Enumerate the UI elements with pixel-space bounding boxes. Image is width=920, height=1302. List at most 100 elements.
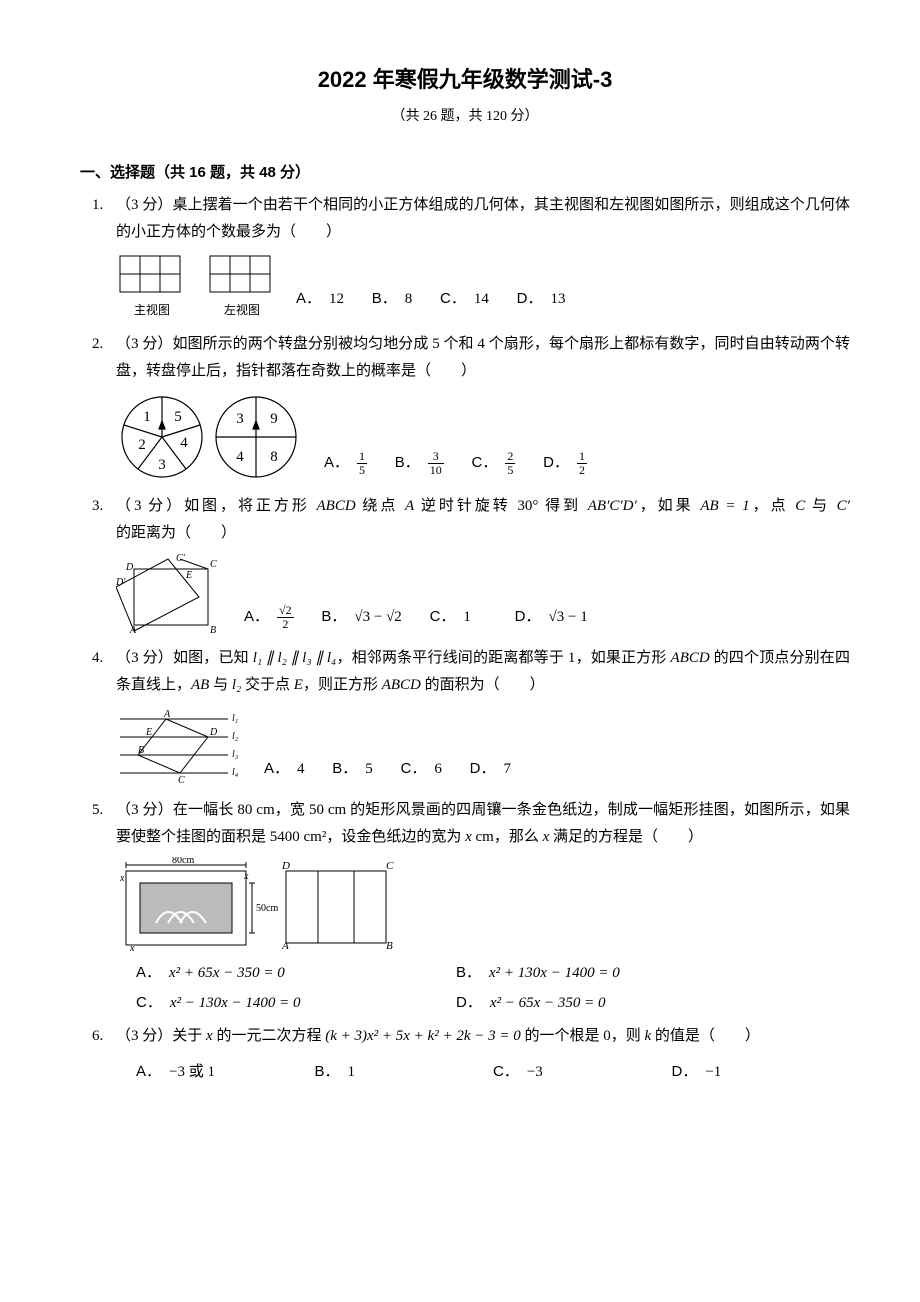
opt-d: 7 <box>503 761 511 777</box>
svg-text:C: C <box>210 559 217 570</box>
opt-c-label: C． <box>430 608 456 625</box>
page-title: 2022 年寒假九年级数学测试-3 <box>80 60 850 100</box>
opt-b-label: B． <box>395 454 420 471</box>
t2: 绕点 <box>356 498 405 514</box>
points: （3 分） <box>116 1028 172 1044</box>
svg-text:B: B <box>386 940 393 952</box>
m2: A <box>405 498 414 514</box>
opt-a-label: A． <box>296 290 321 307</box>
opt-a-num: 1 <box>357 450 367 464</box>
svg-text:E: E <box>145 727 152 738</box>
t4: 的值是（ ） <box>651 1028 760 1044</box>
opt-d-label: D． <box>517 290 543 307</box>
svg-text:l₁: l₁ <box>232 713 238 724</box>
svg-text:2: 2 <box>138 437 146 453</box>
m4: AB = 1 <box>700 498 749 514</box>
svg-text:3: 3 <box>236 411 244 427</box>
t1: 关于 <box>172 1028 206 1044</box>
opt-d-num: 1 <box>577 450 587 464</box>
svg-text:C′: C′ <box>176 553 186 564</box>
opt-a: 4 <box>297 761 305 777</box>
question-4: 4. （3 分）如图，已知 l₁ ∥ l₂ ∥ l₃ ∥ l₄，相邻两条平行线间… <box>80 645 850 793</box>
t6: 与 <box>805 498 836 514</box>
options: A．12 B．8 C．14 D．13 <box>296 285 589 321</box>
opt-c-label: C． <box>401 760 427 777</box>
opt-c-num: 2 <box>505 450 515 464</box>
t6: ，则正方形 <box>303 677 382 693</box>
points: （3 分） <box>116 650 173 666</box>
svg-text:8: 8 <box>270 449 278 465</box>
opt-b-label: B． <box>372 290 397 307</box>
svg-text:3: 3 <box>158 457 166 473</box>
question-text: （3 分）如图，已知 l₁ ∥ l₂ ∥ l₃ ∥ l₄，相邻两条平行线间的距离… <box>116 645 850 699</box>
opt-c-label: C． <box>493 1063 519 1080</box>
svg-text:x: x <box>129 943 135 953</box>
t4: ，如果 <box>637 498 701 514</box>
figure-main-view: 主视图 <box>116 252 188 322</box>
question-number: 5. <box>92 797 116 1019</box>
caption-left-view: 左视图 <box>206 300 278 322</box>
opt-b-label: B． <box>332 760 357 777</box>
m1: l₁ ∥ l₂ ∥ l₃ ∥ l₄ <box>253 650 337 666</box>
opt-b: 5 <box>365 761 373 777</box>
question-3: 3. （3 分）如图，将正方形 ABCD 绕点 A 逆时针旋转 30° 得到 A… <box>80 493 850 641</box>
svg-text:l₂: l₂ <box>232 731 239 742</box>
svg-text:80cm: 80cm <box>172 857 194 866</box>
svg-text:B: B <box>138 745 144 756</box>
opt-c: 6 <box>434 761 442 777</box>
opt-b: 1 <box>348 1064 356 1080</box>
svg-text:C: C <box>386 860 394 872</box>
opt-a-den: 2 <box>277 618 294 631</box>
m3: AB′C′D′ <box>588 498 637 514</box>
opt-c-label: C． <box>472 454 498 471</box>
options: A．4 B．5 C．6 D．7 <box>264 755 535 787</box>
opt-a: 12 <box>329 291 344 307</box>
opt-a: x² + 65x − 350 = 0 <box>169 965 285 981</box>
m1: ABCD <box>317 498 356 514</box>
question-6: 6. （3 分）关于 x 的一元二次方程 (k + 3)x² + 5x + k²… <box>80 1023 850 1086</box>
points: （3 分） <box>116 498 184 514</box>
t1: 如图，将正方形 <box>184 498 316 514</box>
question-number: 1. <box>92 192 116 328</box>
svg-text:x: x <box>243 871 249 882</box>
opt-d-label: D． <box>672 1063 698 1080</box>
question-text: （3 分）在一幅长 80 cm，宽 50 cm 的矩形风景画的四周镶一条金色纸边… <box>116 797 850 851</box>
opt-a-label: A． <box>136 1063 161 1080</box>
question-text: （3 分）关于 x 的一元二次方程 (k + 3)x² + 5x + k² + … <box>116 1023 850 1050</box>
question-number: 4. <box>92 645 116 793</box>
opt-d-label: D． <box>515 608 541 625</box>
points: （3 分） <box>116 336 172 352</box>
svg-text:l₃: l₃ <box>232 749 239 760</box>
question-text: （3 分）如图所示的两个转盘分别被均匀地分成 5 个和 4 个扇形，每个扇形上都… <box>116 331 850 385</box>
options: A．15 B．310 C．25 D．12 <box>324 449 611 483</box>
figure-parallel-lines: A B C D E l₁ l₂ l₃ l₄ <box>116 705 246 787</box>
t7: 的距离为（ ） <box>116 525 236 541</box>
svg-text:9: 9 <box>270 411 278 427</box>
svg-text:D: D <box>281 860 290 872</box>
points: （3 分） <box>116 802 173 818</box>
svg-text:A: A <box>129 625 137 635</box>
t3: 逆时针旋转 30° 得到 <box>414 498 588 514</box>
m4: l₂ <box>232 677 241 693</box>
svg-text:D′: D′ <box>116 577 126 588</box>
figure-frame: 80cm 50cm x x x A B C <box>116 857 396 953</box>
t7: 的面积为（ ） <box>421 677 545 693</box>
opt-c: 14 <box>474 291 489 307</box>
m6: ABCD <box>382 677 421 693</box>
opt-d: −1 <box>705 1064 721 1080</box>
t2: ，相邻两条平行线间的距离都等于 1，如果正方形 <box>336 650 670 666</box>
opt-a: −3 或 1 <box>169 1064 215 1080</box>
question-text: （3 分）如图，将正方形 ABCD 绕点 A 逆时针旋转 30° 得到 AB′C… <box>116 493 850 547</box>
t2: 的一元二次方程 <box>213 1028 326 1044</box>
svg-text:x: x <box>119 873 125 884</box>
section-1-header: 一、选择题（共 16 题，共 48 分） <box>80 159 850 186</box>
m5: E <box>294 677 303 693</box>
figure-left-view: 左视图 <box>206 252 278 322</box>
svg-text:C: C <box>178 775 185 786</box>
opt-a-label: A． <box>136 964 161 981</box>
opt-d: x² − 65x − 350 = 0 <box>490 995 606 1011</box>
t3: 的一个根是 0，则 <box>521 1028 645 1044</box>
stem: 桌上摆着一个由若干个相同的小正方体组成的几何体，其主视图和左视图如图所示，则组成… <box>116 197 850 240</box>
svg-text:l₄: l₄ <box>232 767 239 778</box>
t1: 如图，已知 <box>173 650 253 666</box>
